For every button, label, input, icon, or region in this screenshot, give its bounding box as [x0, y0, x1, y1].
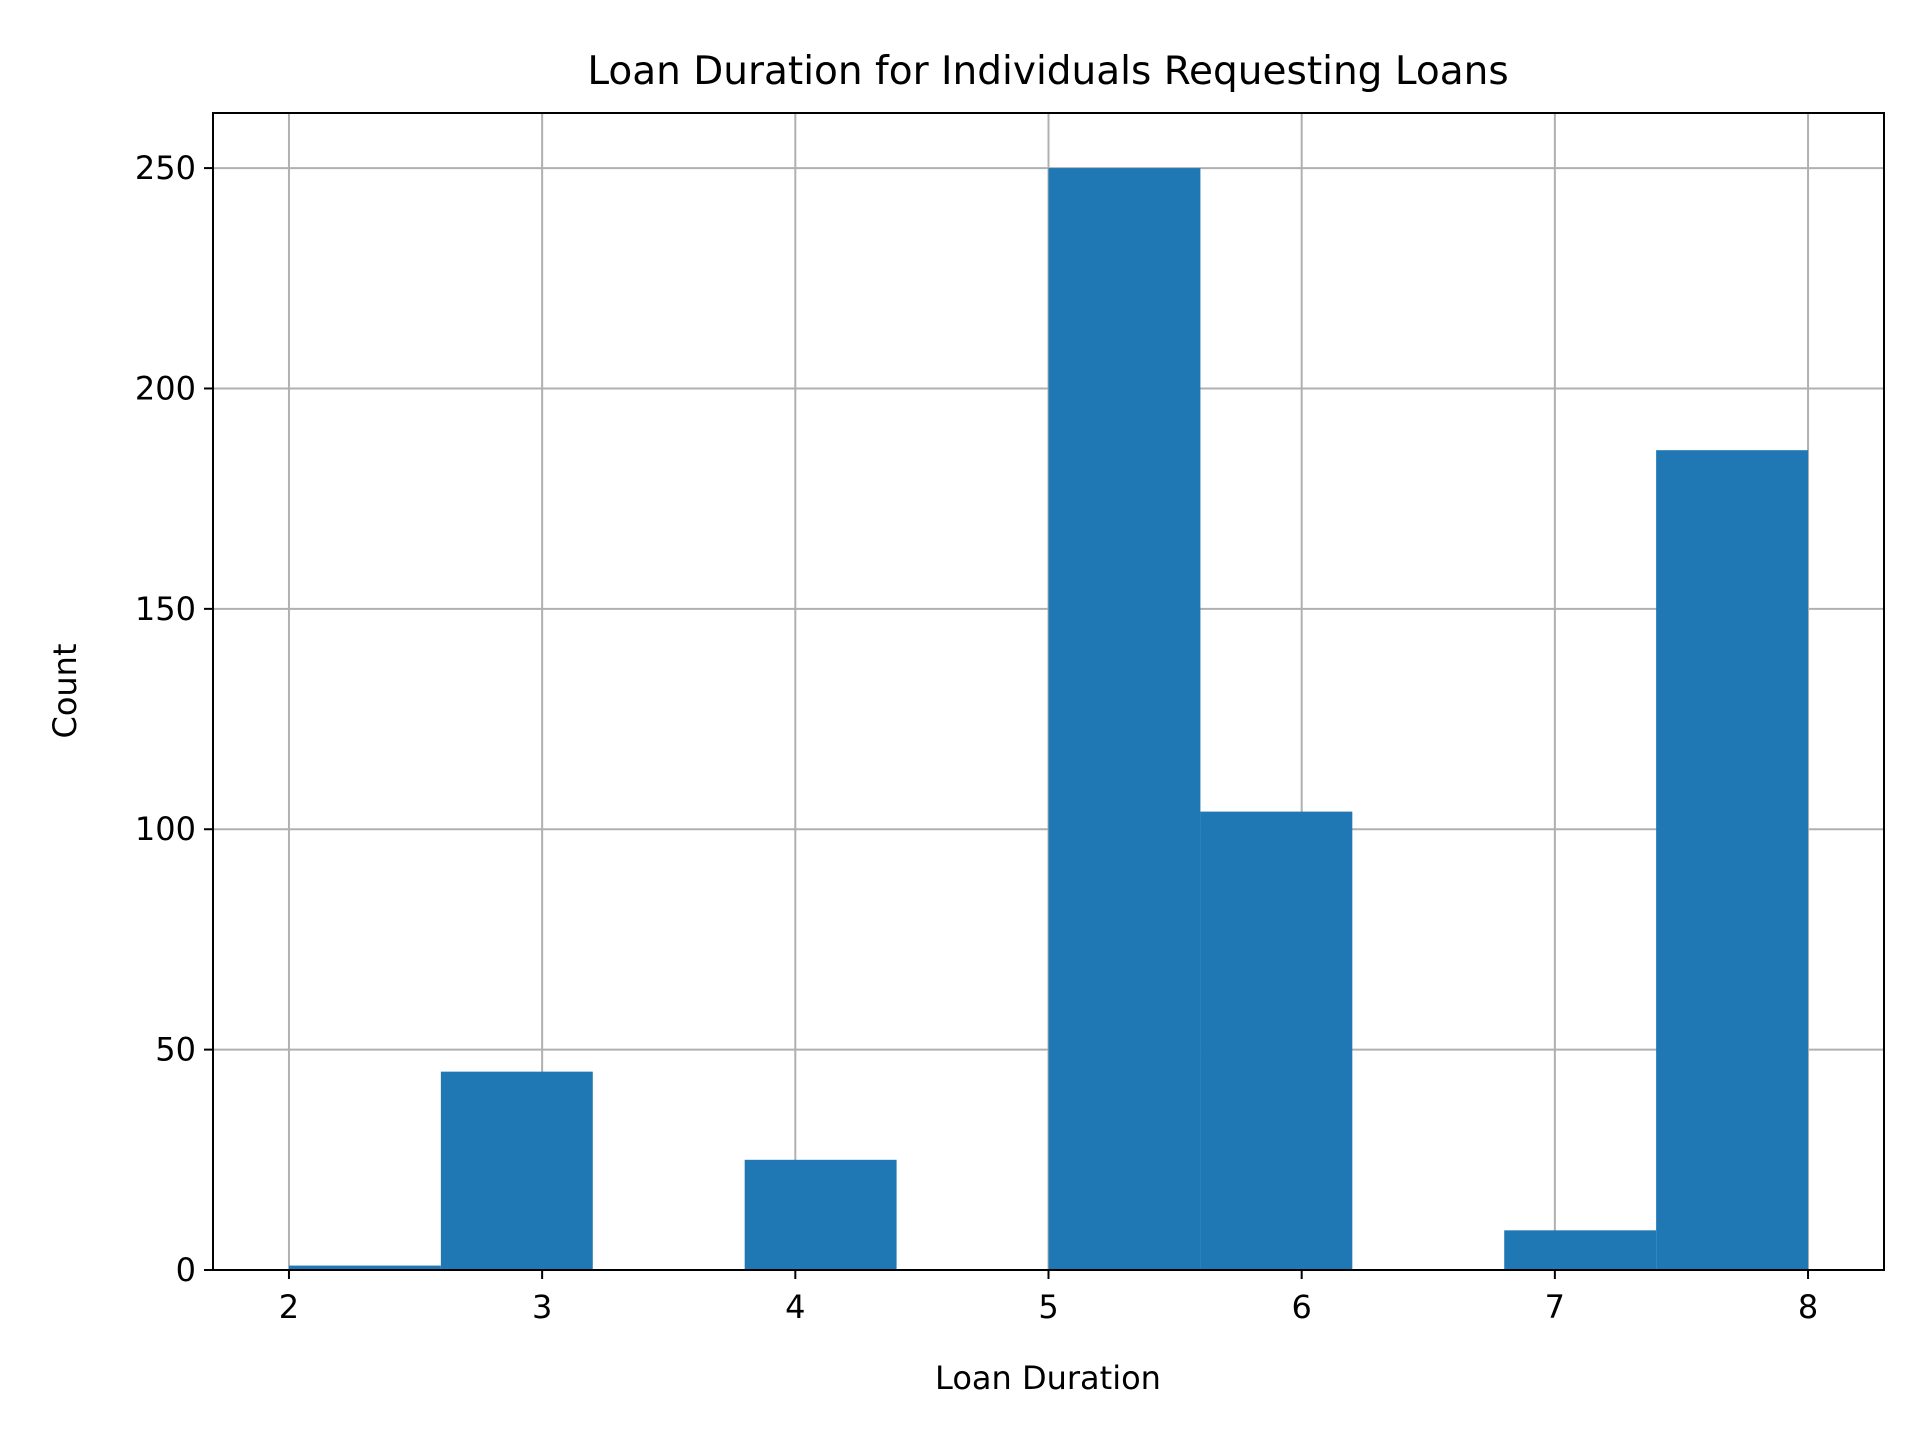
histogram-bar	[744, 1159, 897, 1270]
histogram-bar	[288, 1265, 441, 1270]
histogram-bar	[440, 1071, 593, 1270]
x-axis-ticks: 2 3 4 5 6 7 8	[279, 1270, 1818, 1326]
y-tick-label: 50	[155, 1031, 196, 1069]
histogram-bar	[1504, 1230, 1657, 1270]
y-axis-ticks: 0 50 100 150 200 250	[135, 149, 213, 1289]
x-tick-label: 4	[785, 1288, 805, 1326]
x-tick-label: 3	[532, 1288, 552, 1326]
y-tick-label: 150	[135, 590, 196, 628]
x-axis-title: Loan Duration	[935, 1359, 1161, 1397]
histogram-bar	[1200, 811, 1353, 1270]
x-tick-label: 6	[1292, 1288, 1312, 1326]
y-tick-label: 0	[176, 1251, 196, 1289]
histogram-bars	[288, 168, 1809, 1271]
x-tick-label: 8	[1798, 1288, 1818, 1326]
y-tick-label: 200	[135, 369, 196, 407]
histogram-bar	[1048, 168, 1201, 1271]
histogram-bar	[1656, 450, 1809, 1270]
x-tick-label: 5	[1038, 1288, 1058, 1326]
x-tick-label: 2	[279, 1288, 299, 1326]
y-axis-title: Count	[46, 643, 84, 738]
x-tick-label: 7	[1545, 1288, 1565, 1326]
y-tick-label: 250	[135, 149, 196, 187]
chart-title: Loan Duration for Individuals Requesting…	[587, 49, 1508, 94]
y-tick-label: 100	[135, 810, 196, 848]
